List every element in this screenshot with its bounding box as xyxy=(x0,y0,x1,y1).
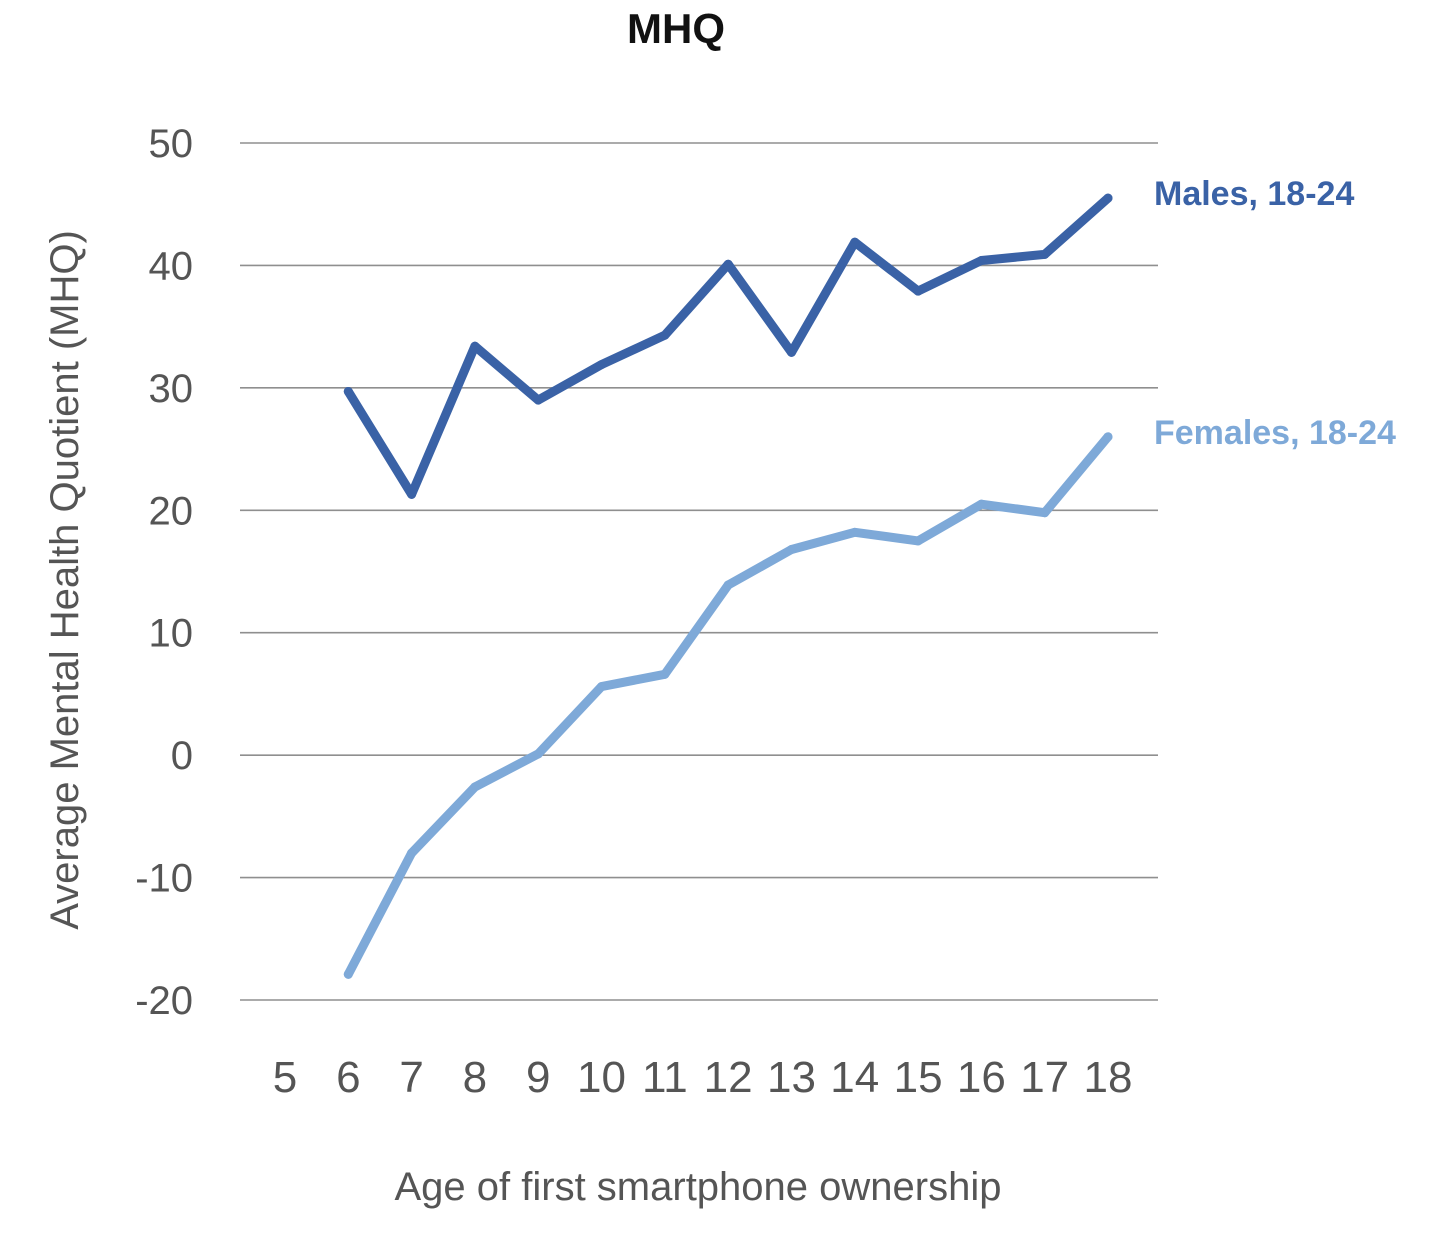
data-point xyxy=(597,682,607,692)
data-point xyxy=(976,256,986,266)
data-point xyxy=(913,536,923,546)
data-point xyxy=(597,360,607,370)
data-point xyxy=(723,259,733,269)
x-tick-label: 11 xyxy=(642,1053,688,1102)
data-point xyxy=(913,286,923,296)
data-point xyxy=(1103,193,1113,203)
data-point xyxy=(976,499,986,509)
data-point xyxy=(850,527,860,537)
data-point xyxy=(343,969,353,979)
y-tick-label: -10 xyxy=(135,857,193,901)
data-point xyxy=(343,387,353,397)
x-tick-label: 18 xyxy=(1084,1053,1133,1102)
y-tick-label: 0 xyxy=(171,734,193,778)
series-labels: Males, 18-24 Females, 18-24 xyxy=(1154,175,1396,452)
data-point xyxy=(786,544,796,554)
data-point xyxy=(786,347,796,357)
series-line-males xyxy=(343,193,1113,499)
data-point xyxy=(533,395,543,405)
data-point xyxy=(407,848,417,858)
x-tick-label: 8 xyxy=(463,1053,487,1102)
x-tick-label: 10 xyxy=(577,1053,626,1102)
y-tick-label: 20 xyxy=(149,489,194,533)
data-point xyxy=(723,580,733,590)
chart-title: MHQ xyxy=(627,5,725,52)
data-point xyxy=(850,237,860,247)
data-point xyxy=(533,749,543,759)
y-tick-label: 40 xyxy=(149,244,194,288)
series-label-males: Males, 18-24 xyxy=(1154,175,1354,213)
data-point xyxy=(470,341,480,351)
data-point xyxy=(660,330,670,340)
data-point xyxy=(470,782,480,792)
x-axis-label: Age of first smartphone ownership xyxy=(395,1165,1002,1209)
x-tick-label: 7 xyxy=(399,1053,423,1102)
y-tick-label: 50 xyxy=(149,122,194,166)
data-point xyxy=(1103,432,1113,442)
data-point xyxy=(1040,508,1050,518)
data-point xyxy=(660,669,670,679)
x-axis-ticks: 5 6 7 8 9 10 11 12 13 14 15 16 17 18 xyxy=(273,1053,1133,1102)
x-tick-label: 5 xyxy=(273,1053,297,1102)
y-axis-label: Average Mental Health Quotient (MHQ) xyxy=(43,230,87,930)
data-point xyxy=(1040,249,1050,259)
x-tick-label: 9 xyxy=(526,1053,550,1102)
series-label-females: Females, 18-24 xyxy=(1154,414,1396,452)
series-line-females xyxy=(343,432,1113,979)
x-tick-label: 13 xyxy=(767,1053,816,1102)
x-tick-label: 6 xyxy=(336,1053,360,1102)
x-tick-label: 15 xyxy=(894,1053,943,1102)
y-tick-label: 30 xyxy=(149,367,194,411)
y-tick-label: -20 xyxy=(135,979,193,1023)
x-tick-label: 17 xyxy=(1020,1053,1069,1102)
gridlines xyxy=(240,142,1158,1001)
series-layer xyxy=(343,193,1113,979)
x-tick-label: 14 xyxy=(830,1053,879,1102)
y-tick-label: 10 xyxy=(149,612,194,656)
x-tick-label: 12 xyxy=(704,1053,753,1102)
y-axis-ticks: 50 40 30 20 10 0 -10 -20 xyxy=(135,122,193,1023)
x-tick-label: 16 xyxy=(957,1053,1006,1102)
data-point xyxy=(407,489,417,499)
